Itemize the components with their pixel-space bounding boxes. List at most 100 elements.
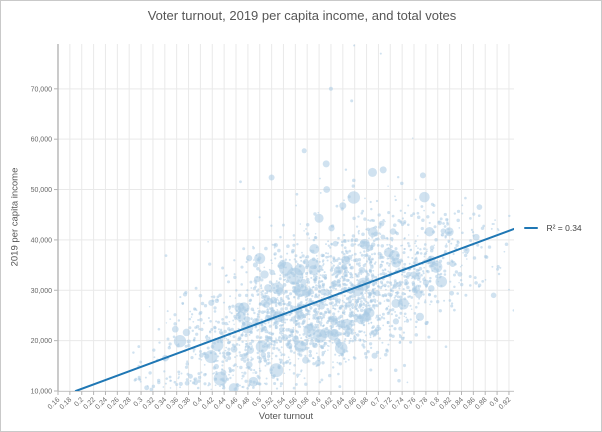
data-point[interactable] xyxy=(144,376,147,379)
data-point[interactable] xyxy=(349,301,352,304)
data-point[interactable] xyxy=(386,322,389,324)
data-point[interactable] xyxy=(412,212,416,216)
data-point[interactable] xyxy=(283,292,286,294)
data-point[interactable] xyxy=(258,382,261,386)
data-point[interactable] xyxy=(411,275,415,278)
data-point[interactable] xyxy=(392,258,396,261)
data-point[interactable] xyxy=(359,292,362,295)
data-point[interactable] xyxy=(336,241,340,244)
data-point[interactable] xyxy=(310,308,312,310)
data-point[interactable] xyxy=(403,237,406,240)
data-point[interactable] xyxy=(446,218,449,221)
data-point[interactable] xyxy=(497,229,500,232)
data-point[interactable] xyxy=(173,335,187,348)
data-point[interactable] xyxy=(453,308,456,312)
data-point[interactable] xyxy=(301,148,307,154)
data-point[interactable] xyxy=(348,249,352,253)
data-point[interactable] xyxy=(350,331,354,335)
data-point[interactable] xyxy=(361,343,365,347)
data-point[interactable] xyxy=(429,245,435,250)
data-point[interactable] xyxy=(356,315,359,318)
data-point[interactable] xyxy=(235,289,238,292)
data-point[interactable] xyxy=(244,348,247,352)
data-point[interactable] xyxy=(317,294,321,297)
data-point[interactable] xyxy=(300,370,303,373)
data-point[interactable] xyxy=(245,366,248,369)
data-point[interactable] xyxy=(294,264,306,276)
data-point[interactable] xyxy=(344,332,346,335)
data-point[interactable] xyxy=(298,304,301,307)
data-point[interactable] xyxy=(204,353,210,359)
data-point[interactable] xyxy=(399,261,402,263)
data-point[interactable] xyxy=(389,228,397,235)
data-point[interactable] xyxy=(273,243,277,247)
data-point[interactable] xyxy=(369,332,372,336)
data-point[interactable] xyxy=(335,321,338,325)
data-point[interactable] xyxy=(401,217,404,220)
data-point[interactable] xyxy=(300,259,303,262)
data-point[interactable] xyxy=(279,340,282,343)
data-point[interactable] xyxy=(314,264,317,267)
data-point[interactable] xyxy=(234,356,236,359)
data-point[interactable] xyxy=(283,327,286,330)
data-point[interactable] xyxy=(354,298,357,301)
data-point[interactable] xyxy=(371,326,374,330)
data-point[interactable] xyxy=(311,257,316,261)
data-point[interactable] xyxy=(343,239,347,242)
data-point[interactable] xyxy=(381,341,384,344)
data-point[interactable] xyxy=(456,209,461,214)
data-point[interactable] xyxy=(472,212,476,216)
data-point[interactable] xyxy=(388,262,391,265)
data-point[interactable] xyxy=(282,286,285,288)
data-point[interactable] xyxy=(397,267,401,271)
data-point[interactable] xyxy=(186,372,190,376)
data-point[interactable] xyxy=(369,336,372,339)
data-point[interactable] xyxy=(379,52,382,55)
data-point[interactable] xyxy=(380,263,382,266)
data-point[interactable] xyxy=(312,357,315,360)
data-point[interactable] xyxy=(301,309,304,312)
data-point[interactable] xyxy=(431,230,436,234)
data-point[interactable] xyxy=(243,317,246,320)
data-point[interactable] xyxy=(231,304,235,308)
data-point[interactable] xyxy=(237,305,241,309)
data-point[interactable] xyxy=(276,297,279,299)
data-point[interactable] xyxy=(503,250,506,253)
data-point[interactable] xyxy=(308,323,311,326)
data-point[interactable] xyxy=(443,269,447,273)
data-point[interactable] xyxy=(255,335,260,339)
data-point[interactable] xyxy=(400,307,403,310)
data-point[interactable] xyxy=(271,300,275,304)
data-point[interactable] xyxy=(305,302,308,304)
data-point[interactable] xyxy=(295,204,298,207)
data-point[interactable] xyxy=(297,340,301,344)
data-point[interactable] xyxy=(344,304,347,307)
data-point[interactable] xyxy=(275,318,278,320)
data-point[interactable] xyxy=(301,349,303,351)
data-point[interactable] xyxy=(351,339,355,343)
data-point[interactable] xyxy=(256,267,260,271)
data-point[interactable] xyxy=(360,253,364,257)
data-point[interactable] xyxy=(197,372,201,376)
data-point[interactable] xyxy=(207,316,210,320)
data-point[interactable] xyxy=(222,385,226,388)
data-point[interactable] xyxy=(257,293,260,295)
data-point[interactable] xyxy=(168,342,172,346)
data-point[interactable] xyxy=(397,218,401,223)
data-point[interactable] xyxy=(379,302,382,305)
data-point[interactable] xyxy=(260,270,269,279)
data-point[interactable] xyxy=(166,337,170,341)
data-point[interactable] xyxy=(436,270,439,273)
data-point[interactable] xyxy=(352,307,354,310)
data-point[interactable] xyxy=(195,309,198,312)
data-point[interactable] xyxy=(311,325,314,328)
data-point[interactable] xyxy=(240,283,243,286)
data-point[interactable] xyxy=(213,326,217,330)
data-point[interactable] xyxy=(279,259,287,267)
data-point[interactable] xyxy=(203,353,206,355)
data-point[interactable] xyxy=(443,225,447,228)
data-point[interactable] xyxy=(433,267,437,270)
data-point[interactable] xyxy=(334,353,337,356)
data-point[interactable] xyxy=(246,352,248,355)
data-point[interactable] xyxy=(307,294,310,297)
